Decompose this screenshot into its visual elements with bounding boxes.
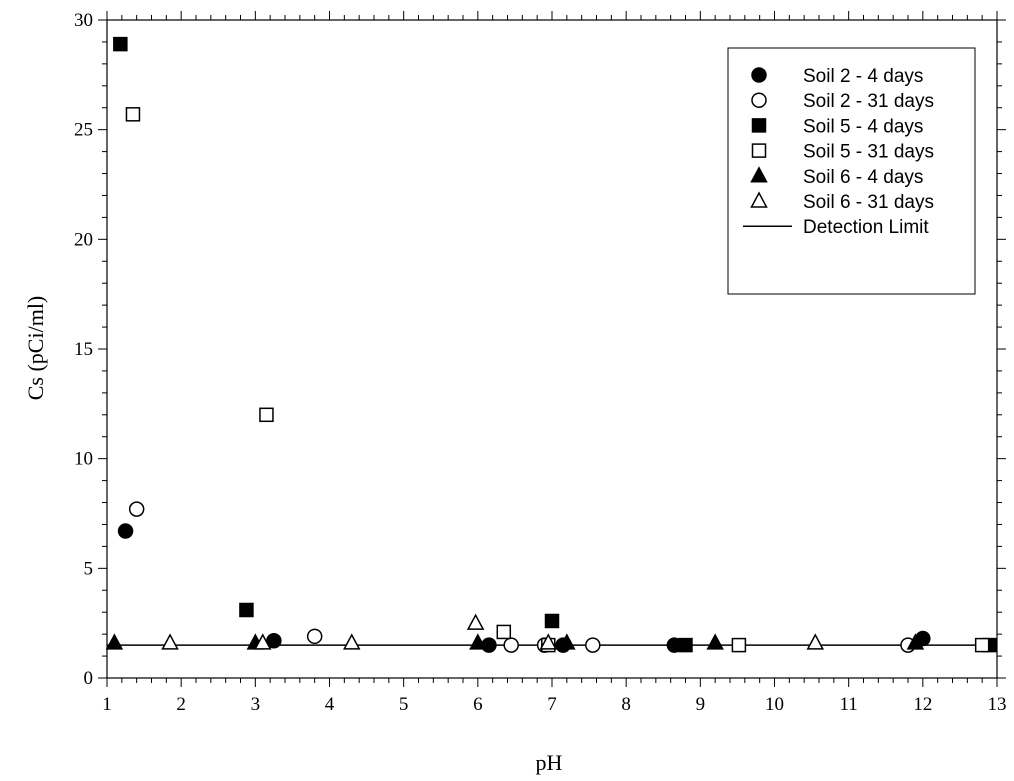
data-point bbox=[974, 637, 990, 653]
data-point bbox=[161, 633, 179, 650]
data-point bbox=[128, 501, 145, 517]
data-point bbox=[539, 633, 558, 650]
y-tick-label: 20 bbox=[74, 229, 93, 250]
data-point bbox=[806, 633, 825, 650]
data-point bbox=[558, 633, 576, 650]
data-point bbox=[466, 613, 485, 630]
data-point bbox=[253, 633, 272, 650]
data-point bbox=[125, 107, 141, 122]
legend-label: Soil 5 - 4 days bbox=[803, 116, 923, 137]
x-tick-label: 12 bbox=[913, 694, 932, 715]
legend-marker bbox=[751, 67, 767, 83]
x-tick-label: 6 bbox=[473, 694, 483, 715]
legend-label: Soil 6 - 31 days bbox=[803, 192, 934, 213]
x-tick-label: 7 bbox=[547, 694, 557, 715]
legend-label: Soil 5 - 31 days bbox=[803, 142, 934, 163]
x-tick-label: 11 bbox=[840, 694, 858, 715]
x-tick-label: 9 bbox=[696, 694, 706, 715]
data-point bbox=[706, 633, 724, 650]
legend-marker bbox=[750, 166, 768, 183]
x-tick-label: 10 bbox=[765, 694, 784, 715]
data-point bbox=[731, 637, 747, 653]
y-tick-label: 10 bbox=[74, 449, 93, 470]
x-tick-label: 13 bbox=[988, 694, 1007, 715]
data-point bbox=[342, 633, 361, 650]
data-point bbox=[585, 637, 601, 653]
x-tick-label: 5 bbox=[399, 694, 409, 715]
x-tick-label: 3 bbox=[251, 694, 261, 715]
legend-marker bbox=[751, 92, 767, 108]
data-point bbox=[259, 407, 274, 423]
data-point bbox=[496, 624, 512, 640]
legend-label: Soil 2 - 31 days bbox=[803, 91, 934, 112]
data-point bbox=[239, 602, 254, 618]
data-point bbox=[113, 36, 128, 52]
data-point bbox=[906, 633, 925, 650]
y-axis-title: Cs (pCi/ml) bbox=[23, 296, 48, 401]
x-tick-label: 1 bbox=[102, 694, 112, 715]
x-tick-label: 2 bbox=[176, 694, 186, 715]
legend-label: Detection Limit bbox=[803, 217, 929, 238]
x-tick-label: 8 bbox=[621, 694, 631, 715]
data-point bbox=[678, 637, 693, 653]
data-point bbox=[117, 523, 134, 539]
legend-marker bbox=[751, 143, 767, 158]
y-tick-label: 0 bbox=[84, 668, 94, 689]
y-tick-label: 25 bbox=[74, 120, 93, 141]
legend-box bbox=[727, 47, 976, 295]
legend: Soil 2 - 4 days Soil 2 - 31 days Soil 5 - … bbox=[727, 47, 976, 295]
data-point bbox=[266, 632, 282, 649]
data-point bbox=[306, 628, 323, 645]
legend-marker bbox=[750, 191, 768, 208]
data-point bbox=[544, 613, 560, 629]
x-tick-label: 4 bbox=[325, 694, 335, 715]
legend-label: Soil 2 - 4 days bbox=[803, 66, 923, 87]
y-tick-label: 30 bbox=[74, 10, 93, 31]
x-axis-title: pH bbox=[536, 750, 563, 775]
y-tick-label: 5 bbox=[84, 558, 94, 579]
data-point bbox=[503, 637, 519, 653]
y-tick-label: 15 bbox=[74, 339, 93, 360]
data-point bbox=[105, 633, 124, 650]
data-point bbox=[469, 633, 487, 650]
legend-label: Soil 6 - 4 days bbox=[803, 167, 923, 188]
data-points bbox=[105, 36, 997, 653]
legend-marker bbox=[751, 118, 767, 133]
